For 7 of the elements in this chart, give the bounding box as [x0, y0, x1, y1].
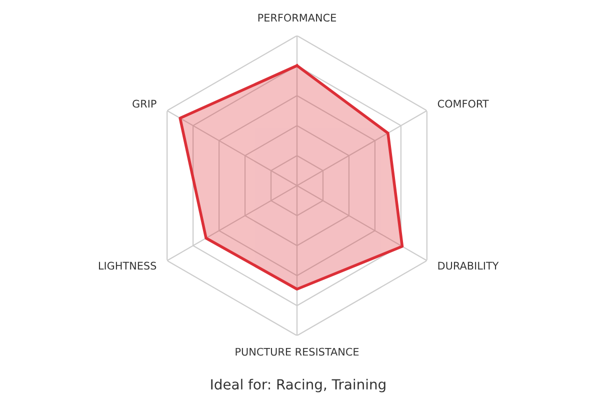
- spoke-label: LIGHTNESS: [98, 262, 156, 270]
- spoke-label: PERFORMANCE: [258, 14, 336, 22]
- spoke-label: DURABILITY: [438, 262, 499, 270]
- spoke-label: GRIP: [132, 100, 156, 108]
- spoke-label: COMFORT: [438, 100, 489, 108]
- text: Ideal for: Racing, Training: [211, 378, 386, 392]
- spoke-label: PUNCTURE RESISTANCE: [236, 348, 359, 356]
